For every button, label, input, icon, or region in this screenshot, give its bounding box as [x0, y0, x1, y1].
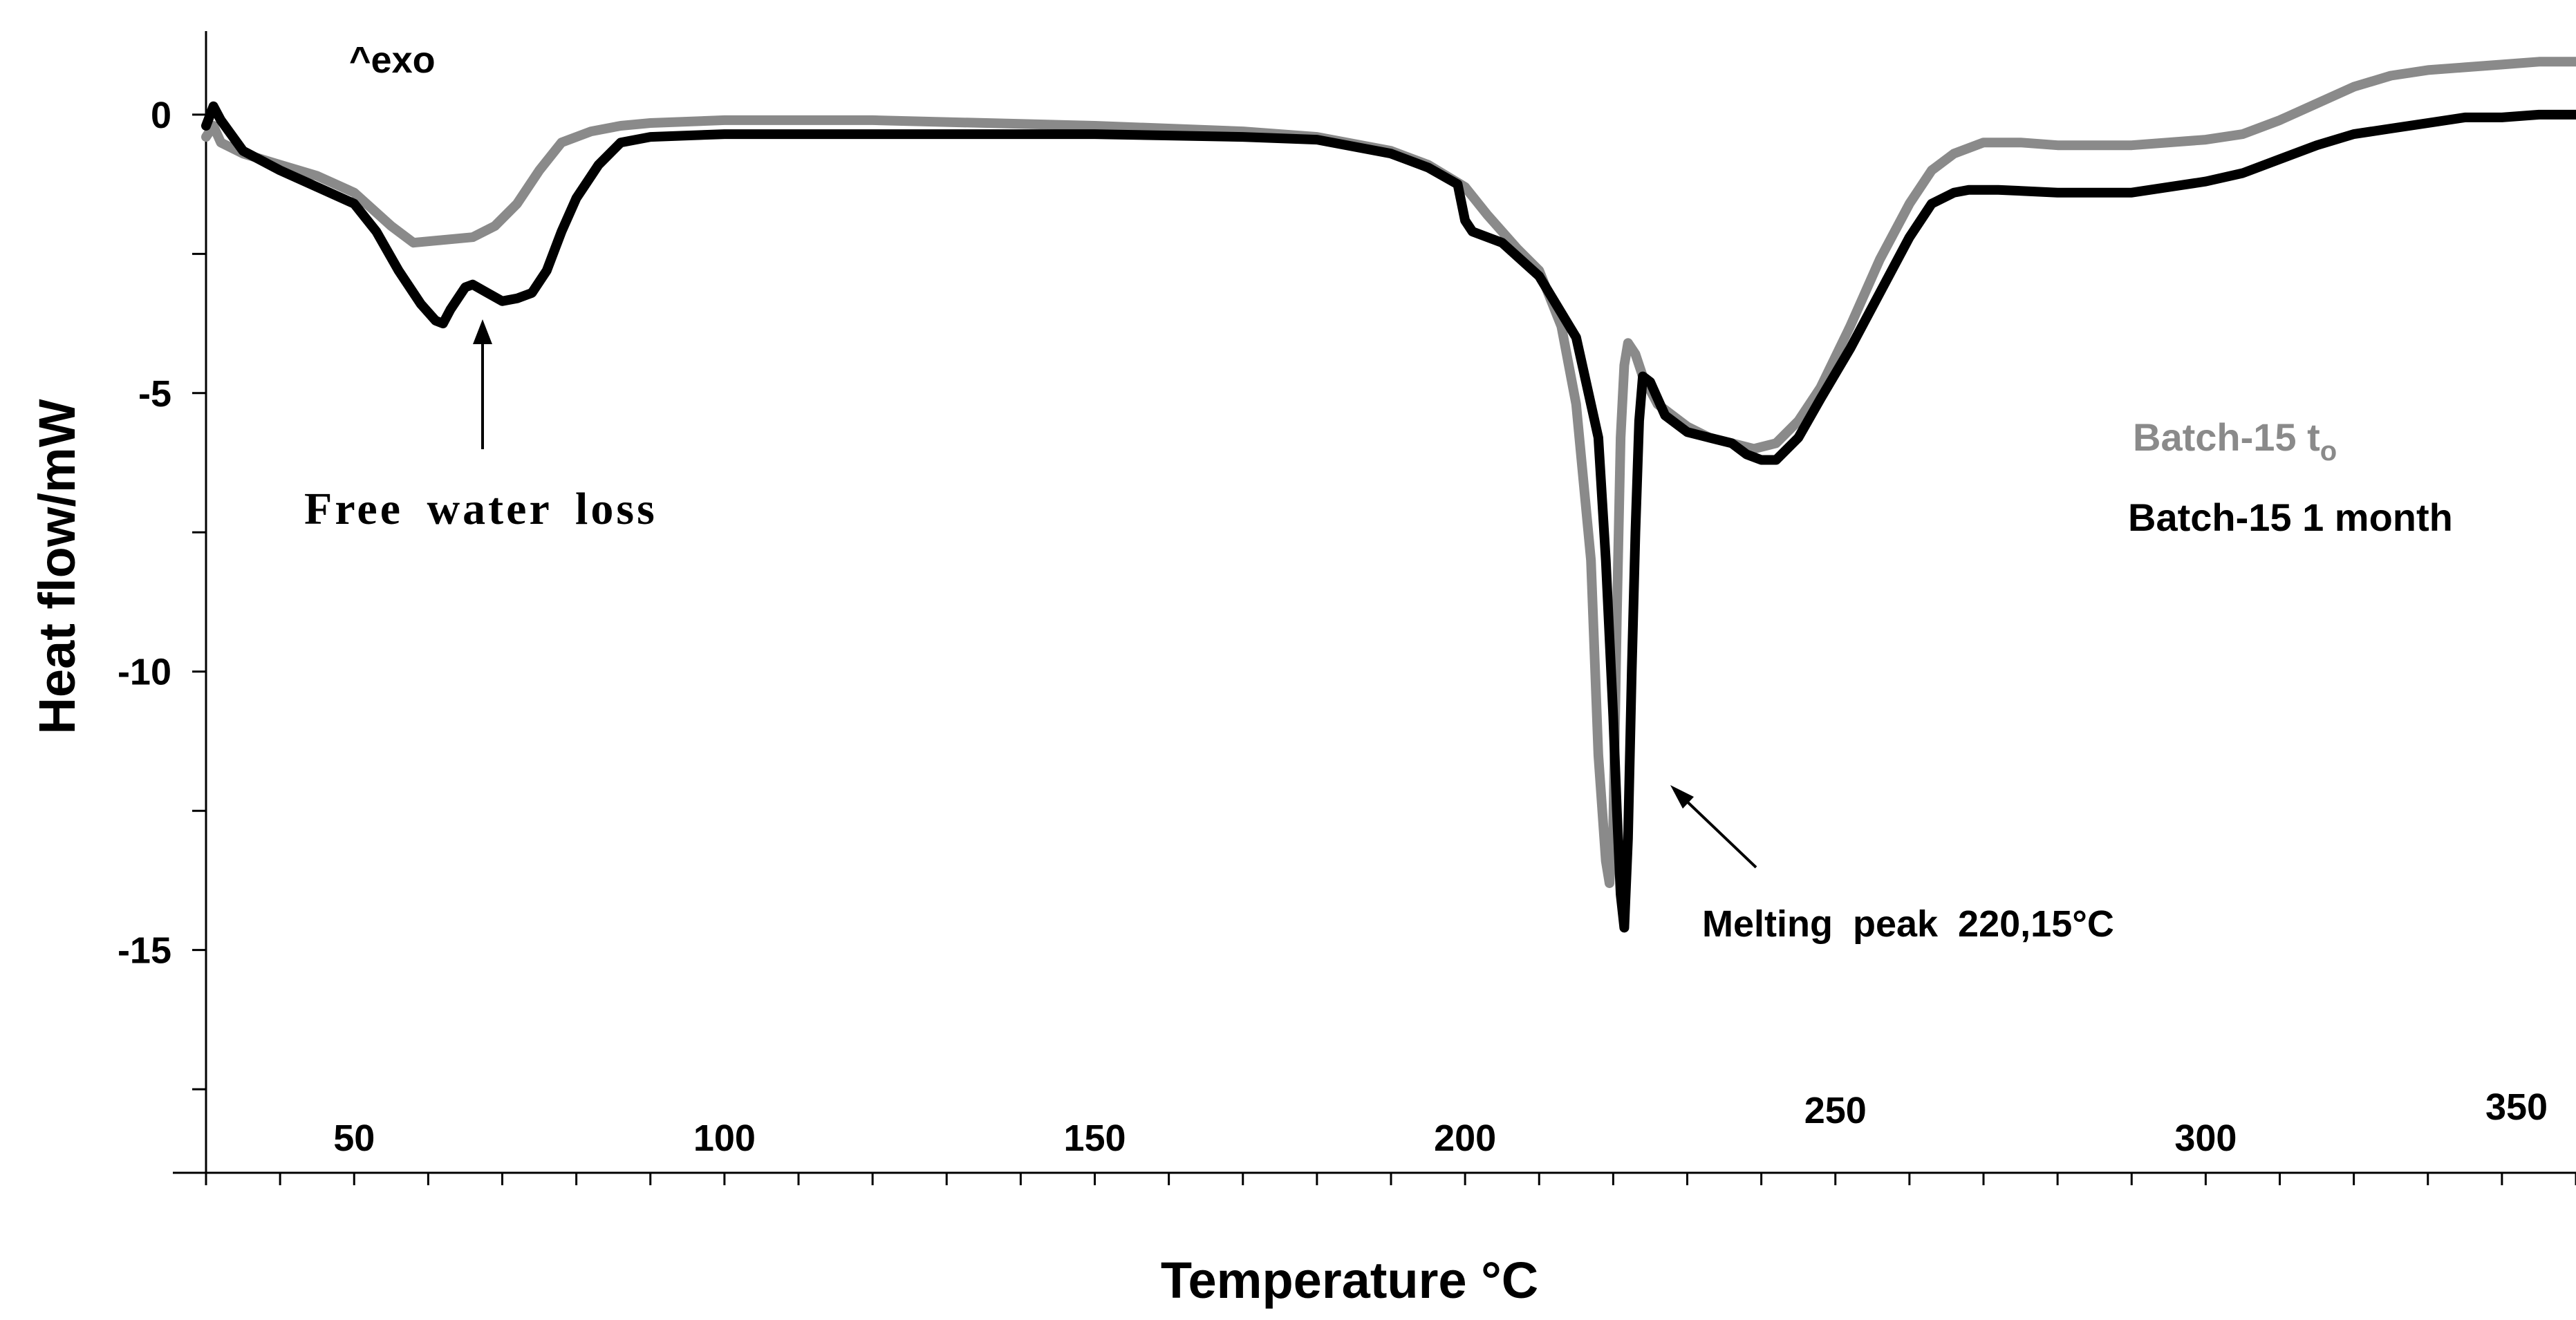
- series-line-batch15-1month: [201, 101, 2576, 933]
- annotation-melting-peak: Melting peak 220,15°C: [1670, 785, 2114, 945]
- x-axis-title: Temperature °C: [1161, 1252, 1538, 1309]
- x-tick-label: 150: [1063, 1118, 1126, 1159]
- x-tick-label: 250: [1804, 1090, 1867, 1131]
- x-tick-label: 350: [2485, 1086, 2548, 1128]
- melting-label: Melting peak 220,15°C: [1702, 903, 2114, 945]
- y-tick-label: -10: [118, 652, 171, 693]
- melting-arrow-shaft: [1680, 795, 1757, 869]
- legend: Batch-15 to Batch-15 1 month: [2128, 415, 2453, 539]
- y-tick-label: -5: [138, 373, 171, 415]
- exo-label: ^exo: [349, 39, 436, 81]
- series-group: [201, 57, 2576, 933]
- x-tick-labels: 50 100 150 200 250 300 350: [333, 1086, 2548, 1159]
- y-axis-title: Heat flow/mW: [28, 399, 86, 734]
- y-tick-label: 0: [151, 95, 171, 136]
- x-tick-label: 50: [333, 1118, 375, 1159]
- melting-arrowhead: [1670, 785, 1694, 809]
- free-water-label: Free water loss: [304, 484, 657, 534]
- legend-t0-name: Batch-15 t: [2133, 415, 2320, 459]
- y-tick-labels: 0 -5 -10 -15: [118, 95, 171, 972]
- legend-entry-t0: Batch-15 to: [2133, 415, 2337, 466]
- annotation-free-water: Free water loss: [304, 319, 657, 534]
- x-tick-label: 300: [2174, 1118, 2237, 1159]
- free-water-arrowhead: [473, 319, 492, 344]
- legend-t0-subscript: o: [2320, 436, 2337, 466]
- x-ticks: [205, 1173, 2576, 1185]
- legend-entry-1month: Batch-15 1 month: [2128, 496, 2453, 539]
- y-tick-label: -15: [118, 930, 171, 972]
- y-ticks: [192, 113, 206, 1091]
- series-line-batch15-t0: [201, 57, 2576, 888]
- x-tick-label: 100: [693, 1118, 756, 1159]
- x-tick-label: 200: [1434, 1118, 1496, 1159]
